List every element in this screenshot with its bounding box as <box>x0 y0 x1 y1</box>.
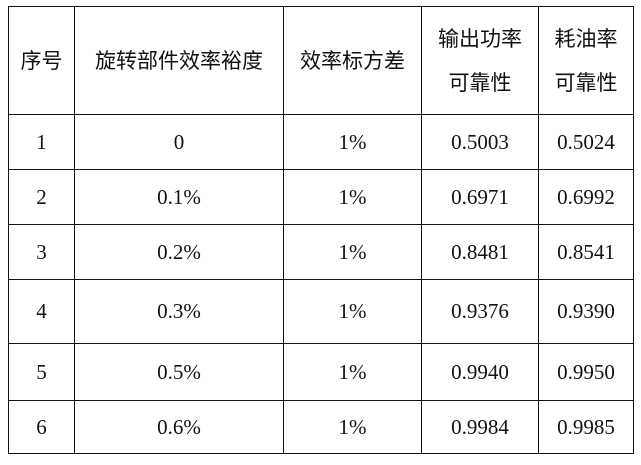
cell-efficiency-std: 1% <box>283 279 422 344</box>
cell-efficiency-std: 1% <box>283 343 422 401</box>
cell-index: 2 <box>8 169 75 225</box>
header-fuel-reliability: 耗油率 可靠性 <box>538 6 634 115</box>
cell-index: 6 <box>8 400 75 454</box>
cell-fuel-reliability: 0.6992 <box>538 169 634 225</box>
cell-efficiency-std: 1% <box>283 400 422 454</box>
table-row: 1 0 1% 0.5003 0.5024 <box>8 114 634 170</box>
cell-power-reliability: 0.8481 <box>421 224 539 280</box>
table-row: 2 0.1% 1% 0.6971 0.6992 <box>8 169 634 225</box>
cell-fuel-reliability: 0.8541 <box>538 224 634 280</box>
reliability-table: 序号 旋转部件效率裕度 效率标方差 输出功率 可靠性 耗油率 可靠性 1 0 1% 0.5… <box>8 6 634 454</box>
header-power-reliability: 输出功率 可靠性 <box>421 6 539 115</box>
cell-efficiency-std: 1% <box>283 114 422 170</box>
cell-power-reliability: 0.6971 <box>421 169 539 225</box>
table-row: 6 0.6% 1% 0.9984 0.9985 <box>8 400 634 454</box>
cell-index: 5 <box>8 343 75 401</box>
header-line: 可靠性 <box>554 70 618 95</box>
cell-index: 4 <box>8 279 75 344</box>
header-row: 序号 旋转部件效率裕度 效率标方差 输出功率可靠性 耗油率可靠性 <box>8 6 634 115</box>
header-efficiency-margin: 旋转部件效率裕度 <box>74 6 284 115</box>
cell-fuel-reliability: 0.9985 <box>538 400 634 454</box>
cell-efficiency-std: 1% <box>283 224 422 280</box>
cell-efficiency-margin: 0.6% <box>74 400 284 454</box>
cell-fuel-reliability: 0.5024 <box>538 114 634 170</box>
cell-power-reliability: 0.9376 <box>421 279 539 344</box>
cell-efficiency-margin: 0.2% <box>74 224 284 280</box>
cell-efficiency-std: 1% <box>283 169 422 225</box>
cell-fuel-reliability: 0.9390 <box>538 279 634 344</box>
cell-efficiency-margin: 0.5% <box>74 343 284 401</box>
header-line: 输出功率 <box>438 26 522 51</box>
cell-efficiency-margin: 0 <box>74 114 284 170</box>
cell-power-reliability: 0.9940 <box>421 343 539 401</box>
header-line: 耗油率 <box>554 26 618 51</box>
header-efficiency-std: 效率标方差 <box>283 6 422 115</box>
table-row: 4 0.3% 1% 0.9376 0.9390 <box>8 279 634 344</box>
cell-index: 1 <box>8 114 75 170</box>
table-row: 5 0.5% 1% 0.9940 0.9950 <box>8 343 634 401</box>
table-row: 3 0.2% 1% 0.8481 0.8541 <box>8 224 634 280</box>
cell-efficiency-margin: 0.3% <box>74 279 284 344</box>
cell-fuel-reliability: 0.9950 <box>538 343 634 401</box>
cell-index: 3 <box>8 224 75 280</box>
header-index: 序号 <box>8 6 75 115</box>
cell-power-reliability: 0.9984 <box>421 400 539 454</box>
header-line: 可靠性 <box>448 70 512 95</box>
cell-power-reliability: 0.5003 <box>421 114 539 170</box>
cell-efficiency-margin: 0.1% <box>74 169 284 225</box>
